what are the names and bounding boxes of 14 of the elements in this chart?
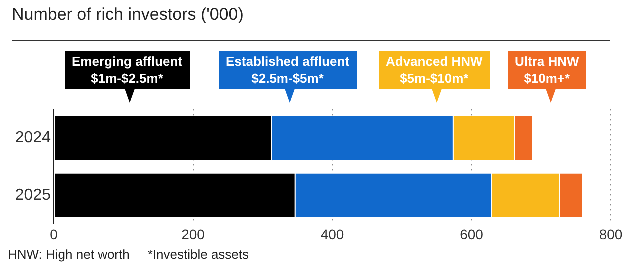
text: HNW: High net worth: [8, 247, 130, 262]
x-tick-label: 0: [50, 226, 58, 242]
x-tick-label: 800: [599, 226, 623, 242]
chart-title: Number of rich investors ('000): [12, 5, 244, 25]
x-tick-label: 400: [320, 226, 344, 242]
text: Ultra HNW $10m+*: [515, 54, 580, 86]
x-tick-label: 200: [182, 226, 206, 242]
text: Emerging affluent $1m-$2.5m*: [72, 54, 183, 86]
text: Advanced HNW $5m-$10m*: [386, 54, 483, 86]
y-tick-label: 2025: [15, 186, 52, 204]
text: Established affluent $2.5m-$5m*: [226, 54, 350, 86]
text: *Investible assets: [148, 247, 250, 262]
y-tick-label: 2024: [15, 130, 52, 147]
x-tick-label: 600: [460, 226, 484, 242]
